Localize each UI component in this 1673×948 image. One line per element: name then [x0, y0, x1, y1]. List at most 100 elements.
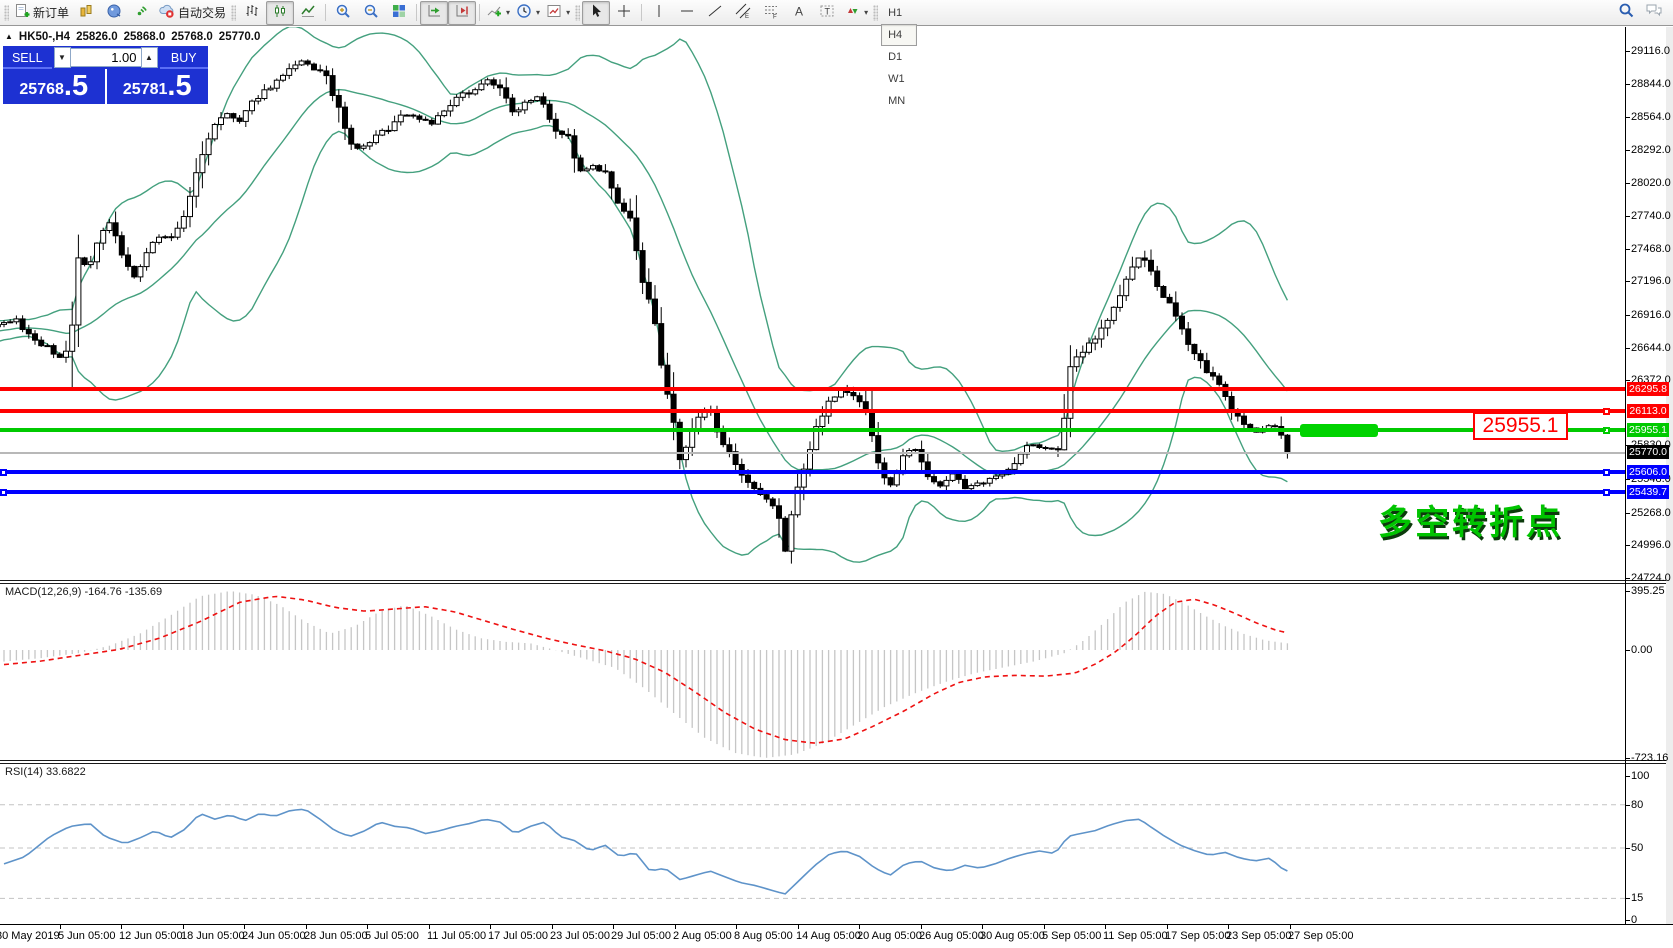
horizontal-line-button[interactable]: [673, 1, 701, 25]
time-label: 30 May 2019: [0, 930, 60, 942]
time-tick: [60, 925, 61, 929]
price-tick-label: 28020.0: [1631, 177, 1671, 189]
pane-separator[interactable]: [0, 580, 1673, 584]
sell-price[interactable]: 25768.5: [3, 69, 107, 104]
time-label: 12 Jun 05:00: [119, 930, 183, 942]
text-label-icon: T: [819, 3, 835, 22]
pane-separator[interactable]: [0, 760, 1673, 764]
autoscroll-button[interactable]: [420, 0, 449, 25]
collapse-triangle-icon[interactable]: ▲: [5, 32, 13, 41]
text-button[interactable]: A: [785, 1, 813, 25]
cursor-icon: [588, 3, 604, 22]
chevron-down-icon: ▾: [506, 8, 511, 17]
price-tick-label: 27740.0: [1631, 210, 1671, 222]
templates-button[interactable]: ▾: [543, 1, 573, 25]
rsi-canvas[interactable]: [0, 765, 1626, 922]
buy-button[interactable]: BUY: [160, 46, 209, 69]
time-tick: [1290, 925, 1291, 929]
timeframe-h1-button[interactable]: H1: [888, 6, 903, 19]
time-label: 14 Aug 05:00: [796, 930, 861, 942]
price-chart-canvas[interactable]: [0, 27, 1626, 580]
price-tick-label: 29116.0: [1631, 45, 1670, 57]
price-badge-25439.7: 25439.7: [1627, 485, 1669, 499]
price-tick-label: 26644.0: [1631, 342, 1671, 354]
time-tick: [1044, 925, 1045, 929]
price-tick-label: 24724.0: [1631, 572, 1671, 584]
line-chart-button[interactable]: [294, 1, 322, 25]
price-tick: [1626, 183, 1630, 184]
text-icon: A: [791, 3, 807, 22]
price-tick: [1626, 445, 1630, 446]
line-chart-icon: [300, 3, 316, 22]
macd-canvas[interactable]: [0, 585, 1626, 760]
macd-tick: [1626, 650, 1630, 651]
price-tick: [1626, 117, 1630, 118]
text-label-button[interactable]: T: [813, 1, 841, 25]
timeframe-h4-button[interactable]: H4: [881, 23, 917, 46]
search-icon[interactable]: [1618, 2, 1635, 24]
reversal-annotation[interactable]: 多空转折点: [1378, 504, 1563, 542]
toolbar-grip[interactable]: [575, 4, 581, 21]
bar-chart-button[interactable]: [238, 1, 266, 25]
time-tick: [1167, 925, 1168, 929]
chevron-down-icon: ▾: [566, 8, 571, 17]
rsi-indicator-label: RSI(14) 33.6822: [5, 766, 86, 778]
candles: [0, 59, 1291, 564]
signals-button[interactable]: [128, 1, 156, 25]
price-tick: [1626, 150, 1630, 151]
svg-text:F: F: [773, 15, 777, 20]
rsi-tick: [1626, 805, 1630, 806]
time-axis[interactable]: [0, 924, 1673, 948]
charts-button[interactable]: [72, 1, 100, 25]
price-tick: [1626, 249, 1630, 250]
open-value: 25826.0: [76, 31, 118, 43]
volume-increase-button[interactable]: ▲: [140, 47, 158, 68]
toolbar-grip[interactable]: [231, 4, 237, 21]
rsi-tick-label: 0: [1631, 914, 1638, 926]
price-tick-label: 27196.0: [1631, 275, 1671, 287]
fibonacci-button[interactable]: F: [757, 1, 785, 25]
chat-icon[interactable]: [1645, 2, 1663, 23]
price-tick: [1626, 281, 1630, 282]
volume-input[interactable]: [70, 48, 141, 67]
indicators-button[interactable]: ▾: [483, 1, 513, 25]
price-badge-26113.0: 26113.0: [1627, 404, 1669, 418]
signals-icon: [134, 3, 150, 22]
time-label: 18 Jun 05:00: [181, 930, 245, 942]
equidistant-channel-button[interactable]: E: [729, 1, 757, 25]
buy-price[interactable]: 25781.5: [122, 70, 192, 102]
price-tick-label: 28292.0: [1631, 144, 1671, 156]
arrows-button[interactable]: ▾: [841, 1, 871, 25]
zoom-out-button[interactable]: [357, 1, 385, 25]
zoom-in-button[interactable]: [329, 1, 357, 25]
autotrading-button[interactable]: 自动交易: [156, 1, 229, 25]
macd-tick: [1626, 758, 1630, 759]
chevron-down-icon: ▾: [536, 8, 541, 17]
crosshair-button[interactable]: [610, 1, 638, 25]
price-tick: [1626, 216, 1630, 217]
sell-button[interactable]: SELL: [3, 46, 52, 69]
vertical-line-button[interactable]: [645, 1, 673, 25]
price-tick: [1626, 84, 1630, 85]
volume-decrease-button[interactable]: ▼: [53, 47, 71, 68]
timeframe-d1-button[interactable]: D1: [888, 50, 903, 63]
timeframe-mn-button[interactable]: MN: [888, 94, 906, 107]
tile-windows-button[interactable]: [385, 1, 413, 25]
new-order-button[interactable]: 新订单: [11, 1, 72, 25]
toolbar-grip[interactable]: [873, 4, 879, 21]
price-tick: [1626, 51, 1630, 52]
timeframe-bar: M1M5M15M30H1H4D1W1MN: [880, 0, 917, 112]
time-tick: [613, 925, 614, 929]
rsi-tick-label: 15: [1631, 892, 1644, 904]
periods-button[interactable]: ▾: [513, 1, 543, 25]
cursor-button[interactable]: [582, 0, 611, 25]
metaeditor-button[interactable]: [100, 1, 128, 25]
timeframe-w1-button[interactable]: W1: [888, 72, 905, 85]
time-label: 27 Sep 05:00: [1288, 930, 1354, 942]
toolbar-grip[interactable]: [4, 4, 9, 21]
bollinger-middle-band: [0, 88, 1288, 476]
price-callout-box[interactable]: 25955.1: [1473, 412, 1568, 440]
candlestick-button[interactable]: [266, 0, 295, 25]
trendline-button[interactable]: [701, 1, 729, 25]
chart-shift-button[interactable]: [448, 0, 477, 25]
